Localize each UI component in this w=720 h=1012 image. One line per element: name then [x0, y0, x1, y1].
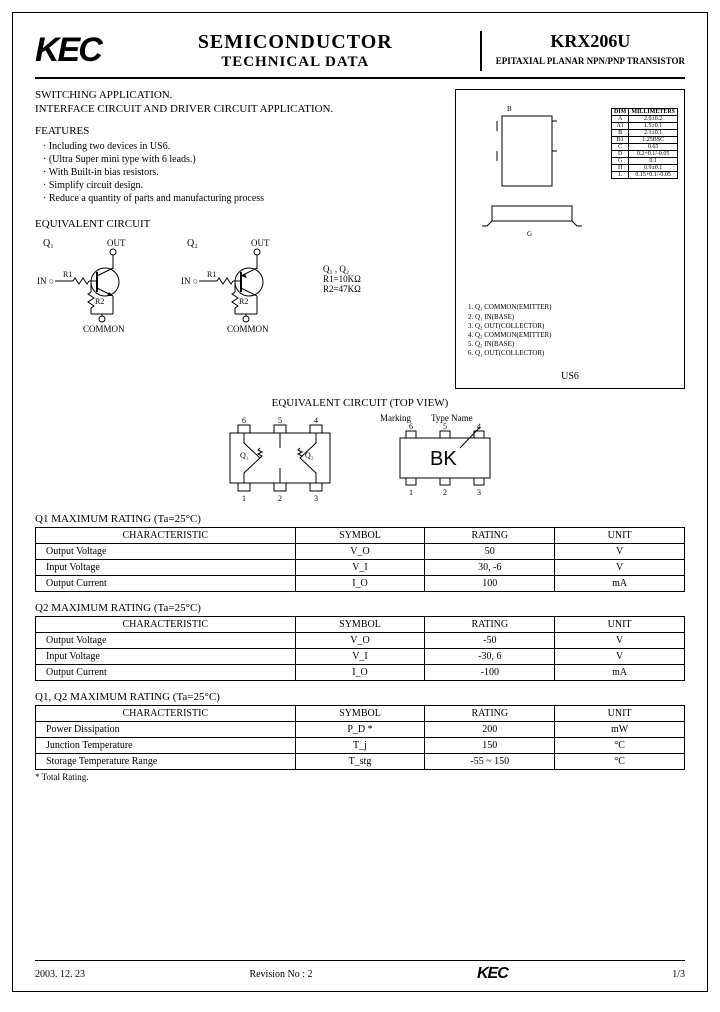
circuit-q1: Q₁ OUT IN ○ R1	[35, 234, 165, 334]
svg-text:5: 5	[278, 416, 282, 425]
svg-text:5: 5	[443, 423, 447, 431]
kec-logo: KEC	[35, 31, 111, 70]
footer-page: 1/3	[672, 969, 685, 980]
equivalent-heading: EQUIVALENT CIRCUIT	[35, 218, 445, 230]
dim-header: MILLIMETERS	[629, 109, 678, 116]
topview-heading: EQUIVALENT CIRCUIT (TOP VIEW)	[35, 397, 685, 409]
application-line2: INTERFACE CIRCUIT AND DRIVER CIRCUIT APP…	[35, 103, 445, 115]
svg-text:4: 4	[314, 416, 318, 425]
features-list: Including two devices in US6. (Ultra Sup…	[35, 141, 445, 204]
q2-label: Q₂	[187, 238, 198, 249]
footer-rev: Revision No : 2	[249, 969, 312, 980]
svg-text:G: G	[527, 230, 532, 238]
circuit-q2: Q₂ OUT IN ○ R1	[179, 234, 309, 334]
marking-label: Marking	[380, 413, 411, 423]
footer-date: 2003. 12. 23	[35, 969, 85, 980]
in-label: IN ○	[37, 276, 54, 286]
marking-svg: 6 5 4 1 2 3 BK	[380, 423, 510, 498]
feature-item: With Built-in bias resistors.	[43, 167, 445, 178]
header-part: KRX206U EPITAXIAL PLANAR NPN/PNP TRANSIS…	[482, 31, 685, 66]
footer: 2003. 12. 23 Revision No : 2 KEC 1/3	[35, 960, 685, 983]
q2-rating-title: Q2 MAXIMUM RATING (Ta=25°C)	[35, 602, 685, 614]
feature-item: Reduce a quantity of parts and manufactu…	[43, 193, 445, 204]
left-column: SWITCHING APPLICATION. INTERFACE CIRCUIT…	[35, 89, 445, 389]
circuit-q1-svg: Q₁ OUT IN ○ R1	[35, 234, 165, 334]
typename-label: Type Name	[431, 413, 473, 423]
part-number: KRX206U	[496, 31, 685, 52]
dim-header: DIM	[611, 109, 628, 116]
marking-block: Marking Type Name 6 5 4 1 2 3 BK	[380, 413, 510, 503]
svg-text:1: 1	[409, 488, 413, 497]
application-line1: SWITCHING APPLICATION.	[35, 89, 445, 101]
svg-text:Q₁: Q₁	[240, 451, 249, 460]
q2-rating-table: CHARACTERISTIC SYMBOL RATING UNIT Output…	[35, 616, 685, 681]
q1-rating-table: CHARACTERISTIC SYMBOL RATING UNIT Output…	[35, 527, 685, 592]
svg-text:3: 3	[314, 494, 318, 503]
r1-label: R1	[63, 270, 72, 279]
marking-code: BK	[430, 448, 457, 470]
circuit-params: Q₁ , Q₂ R1=10KΩ R2=47KΩ	[323, 234, 361, 334]
feature-item: Simplify circuit design.	[43, 180, 445, 191]
q12-rating-table: CHARACTERISTIC SYMBOL RATING UNIT Power …	[35, 705, 685, 770]
topview-circuit-svg: 6 5 4 1 2 3 Q₁Q₂	[210, 413, 350, 503]
feature-item: Including two devices in US6.	[43, 141, 445, 152]
features-heading: FEATURES	[35, 125, 445, 137]
common-label: COMMON	[83, 324, 125, 334]
svg-text:2: 2	[278, 494, 282, 503]
svg-text:6: 6	[409, 423, 413, 431]
out-label: OUT	[251, 238, 270, 248]
total-rating-note: * Total Rating.	[35, 772, 685, 782]
topview-row: 6 5 4 1 2 3 Q₁Q₂ Marking Type Name 6 5 4…	[35, 413, 685, 503]
package-name: US6	[561, 371, 579, 382]
datasheet-page: KEC SEMICONDUCTOR TECHNICAL DATA KRX206U…	[12, 12, 708, 992]
r2-label: R2	[239, 297, 248, 306]
header-title: SEMICONDUCTOR TECHNICAL DATA	[111, 31, 482, 71]
common-label: COMMON	[227, 324, 269, 334]
title-semiconductor: SEMICONDUCTOR	[121, 31, 470, 54]
circuit-row: Q₁ OUT IN ○ R1	[35, 234, 445, 334]
footer-logo: KEC	[477, 965, 508, 983]
q1-label: Q₁	[43, 238, 54, 249]
svg-text:1: 1	[242, 494, 246, 503]
q12-rating-title: Q1, Q2 MAXIMUM RATING (Ta=25°C)	[35, 691, 685, 703]
out-label: OUT	[107, 238, 126, 248]
svg-text:6: 6	[242, 416, 246, 425]
feature-item: (Ultra Super mini type with 6 leads.)	[43, 154, 445, 165]
in-label: IN ○	[181, 276, 198, 286]
circuit-q2-svg: Q₂ OUT IN ○ R1	[179, 234, 309, 334]
svg-text:3: 3	[477, 488, 481, 497]
package-outline-svg: B G	[462, 96, 602, 246]
dimension-table: DIMMILLIMETERS A2.0±0.2 A11.5±0.1 B2.1±0…	[611, 108, 678, 179]
title-techdata: TECHNICAL DATA	[121, 54, 470, 71]
q1-rating-title: Q1 MAXIMUM RATING (Ta=25°C)	[35, 513, 685, 525]
r2-label: R2	[95, 297, 104, 306]
svg-text:B: B	[507, 105, 512, 113]
package-drawing: B G DIMMILLIMETERS A2.0±0.2 A11.5±0.1 B2…	[455, 89, 685, 389]
pin-list: 1. Q₁ COMMON(EMITTER) 2. Q₁ IN(BASE) 3. …	[468, 303, 552, 358]
r1-label: R1	[207, 270, 216, 279]
content-row: SWITCHING APPLICATION. INTERFACE CIRCUIT…	[35, 89, 685, 389]
svg-text:2: 2	[443, 488, 447, 497]
part-description: EPITAXIAL PLANAR NPN/PNP TRANSISTOR	[496, 56, 685, 66]
header: KEC SEMICONDUCTOR TECHNICAL DATA KRX206U…	[35, 31, 685, 79]
